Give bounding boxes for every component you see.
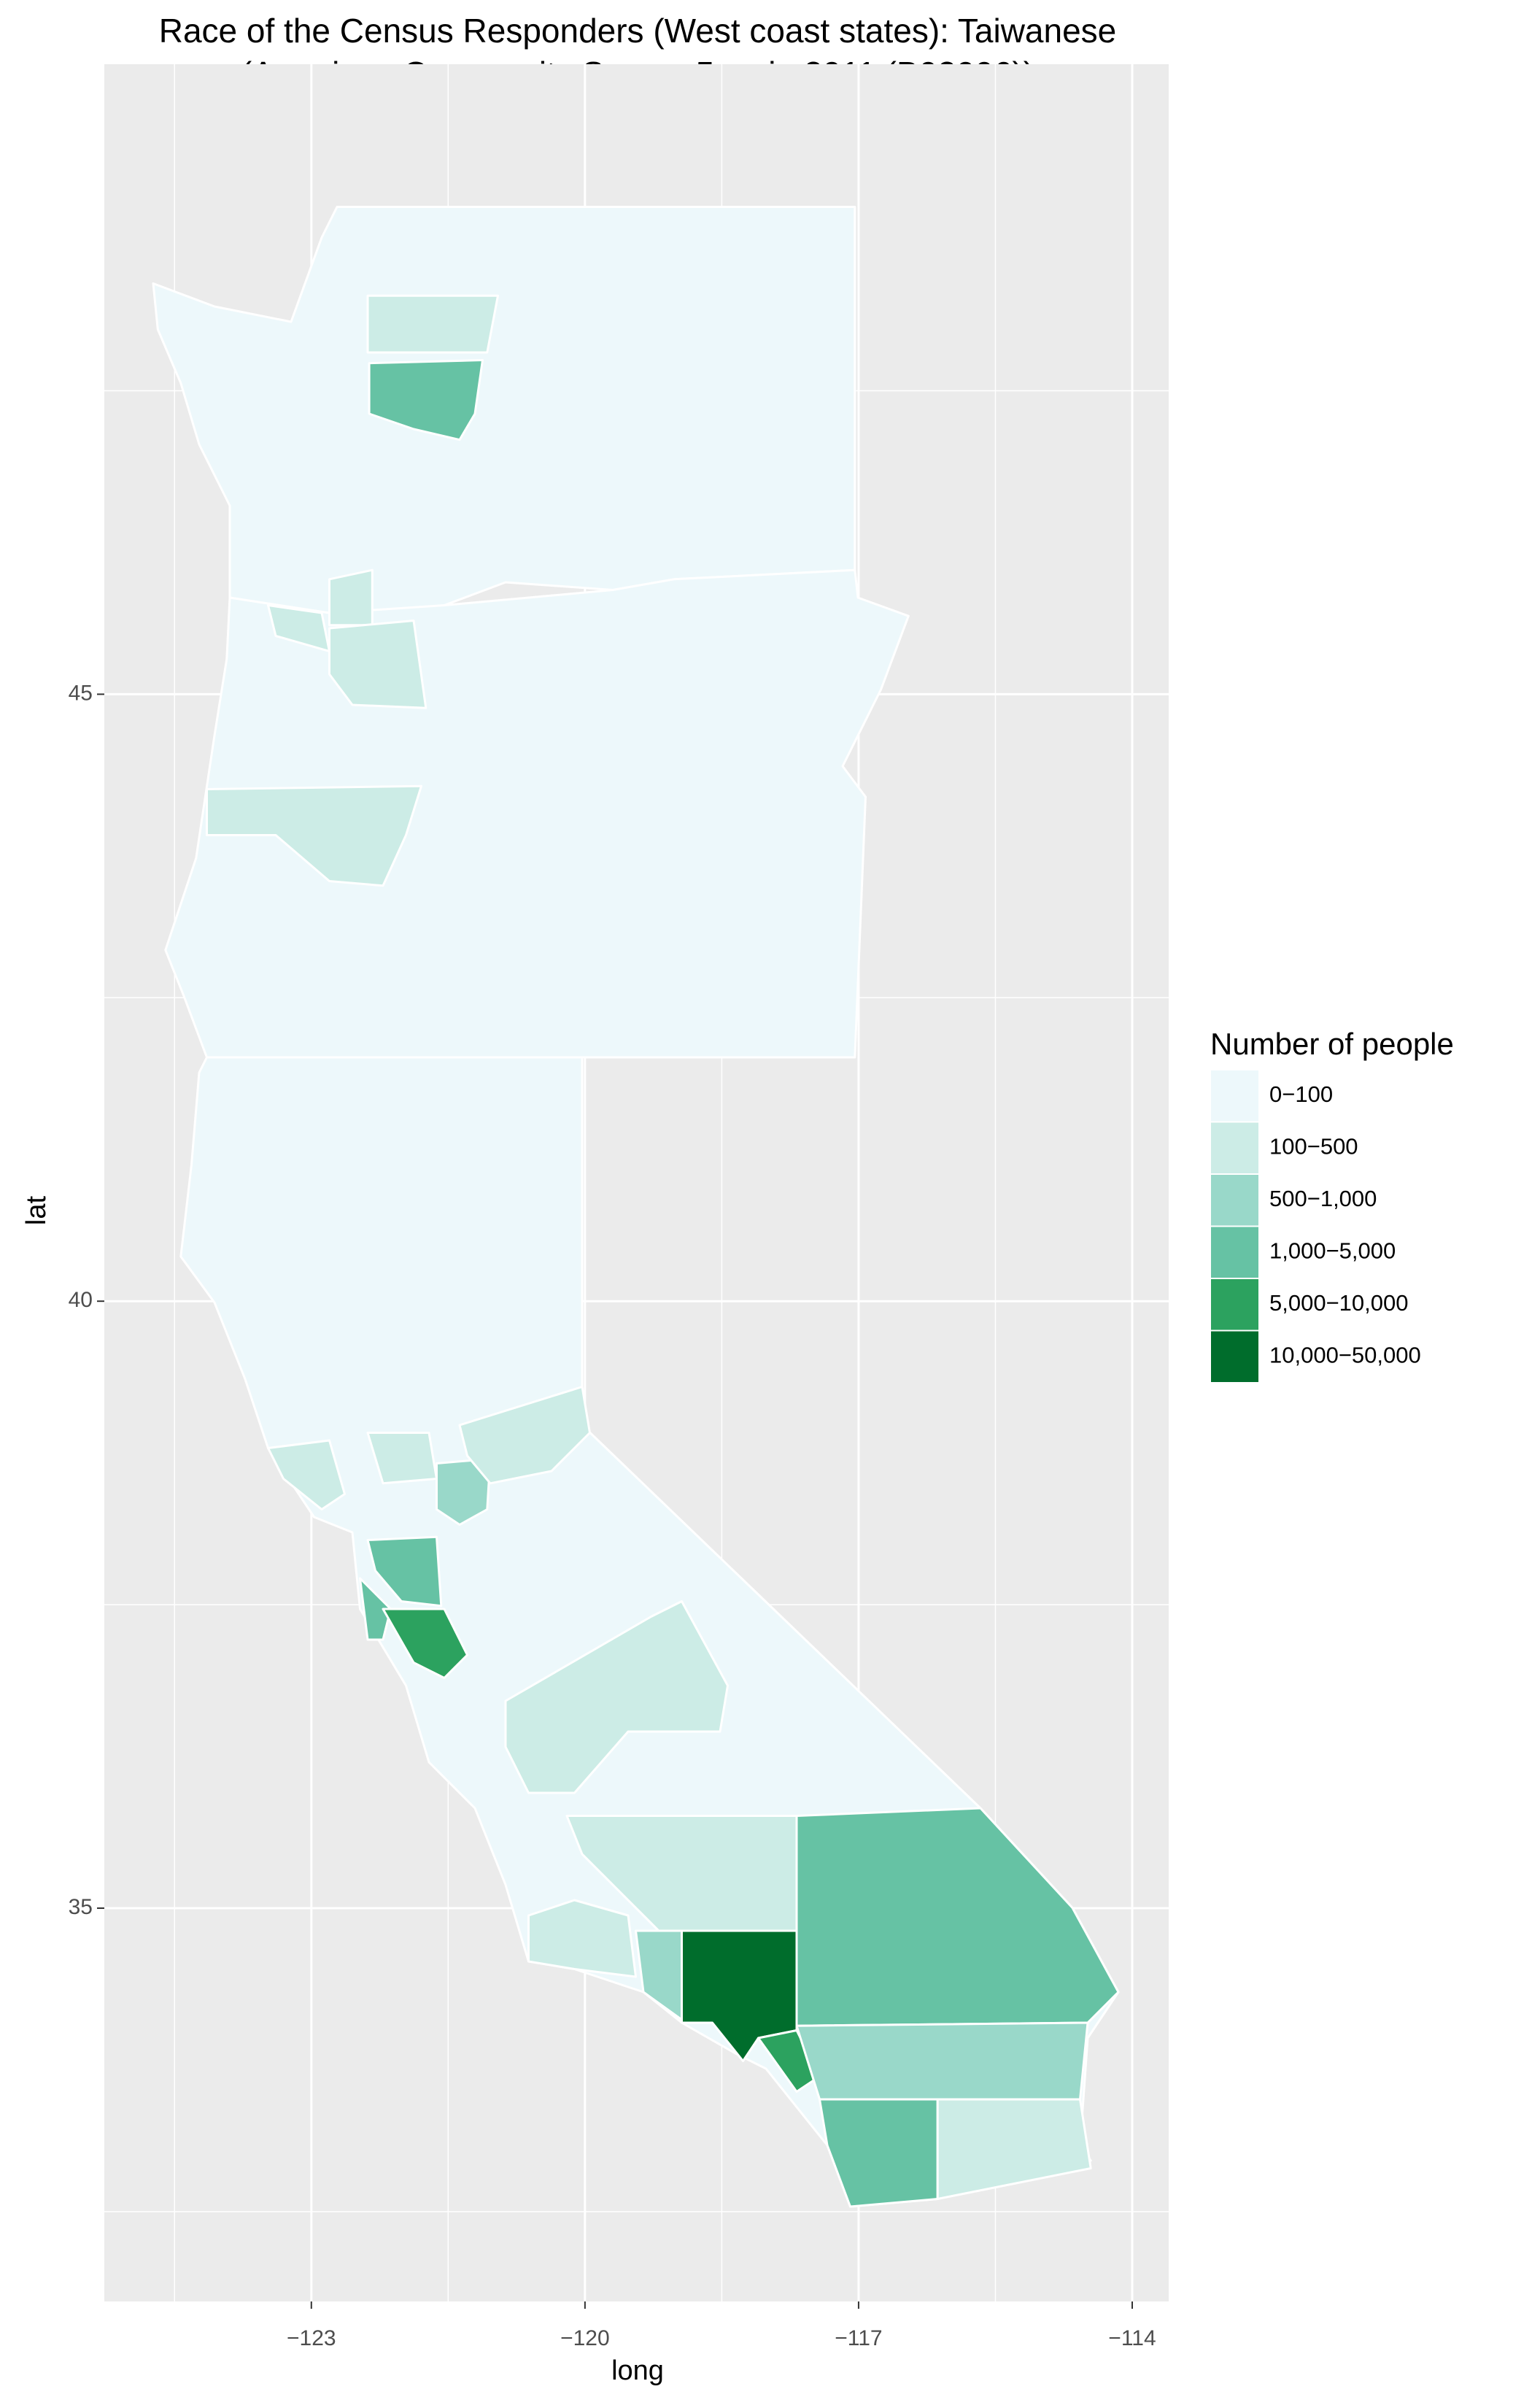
county-region	[936, 2098, 1092, 2200]
legend-swatch	[1210, 1069, 1260, 1123]
legend-label: 500−1,000	[1269, 1186, 1377, 1211]
x-tick-label: −114	[1108, 2326, 1156, 2350]
legend-swatch	[1210, 1173, 1260, 1227]
county-region	[527, 1899, 637, 1978]
county-region	[359, 1577, 392, 1641]
legend-label: 1,000−5,000	[1269, 1238, 1396, 1264]
legend-label: 0−100	[1269, 1081, 1333, 1107]
county-region	[366, 1535, 443, 1608]
county-region	[382, 1608, 468, 1679]
county-region	[366, 294, 499, 354]
x-tick-label: −123	[287, 2326, 336, 2350]
y-tick-label: 40	[69, 1288, 93, 1312]
county-region	[504, 1600, 729, 1794]
legend-label: 100−500	[1269, 1134, 1358, 1159]
legend-swatch	[1210, 1330, 1260, 1384]
legend-swatch	[1210, 1278, 1260, 1332]
county-region	[819, 2098, 939, 2208]
legend-swatch	[1210, 1121, 1260, 1175]
x-tick-label: −117	[835, 2326, 882, 2350]
x-axis-label: long	[611, 2355, 664, 2386]
county-region	[267, 1439, 346, 1510]
y-tick-label: 45	[69, 681, 93, 705]
x-tick-label: −120	[560, 2326, 610, 2350]
county-region	[328, 568, 374, 627]
legend-label: 5,000−10,000	[1269, 1290, 1409, 1316]
county-region	[206, 784, 422, 887]
county-region	[795, 2021, 1089, 2101]
legend-swatch	[1210, 1225, 1260, 1279]
y-axis-label: lat	[21, 1195, 52, 1225]
y-tick-label: 35	[69, 1895, 93, 1919]
legend-label: 10,000−50,000	[1269, 1343, 1421, 1368]
legend-title: Number of people	[1210, 1027, 1454, 1061]
county-region	[458, 1386, 591, 1485]
county-region	[328, 620, 428, 709]
chart-title: Race of the Census Responders (West coas…	[159, 12, 1117, 50]
county-region	[368, 359, 484, 441]
